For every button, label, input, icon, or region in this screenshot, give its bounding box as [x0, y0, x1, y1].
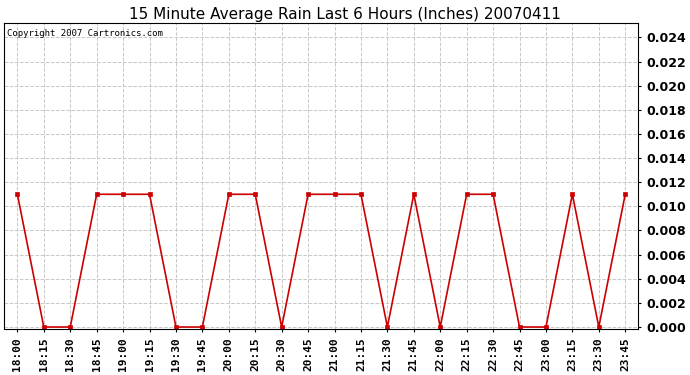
- Text: Copyright 2007 Cartronics.com: Copyright 2007 Cartronics.com: [8, 29, 164, 38]
- Text: 15 Minute Average Rain Last 6 Hours (Inches) 20070411: 15 Minute Average Rain Last 6 Hours (Inc…: [129, 8, 561, 22]
